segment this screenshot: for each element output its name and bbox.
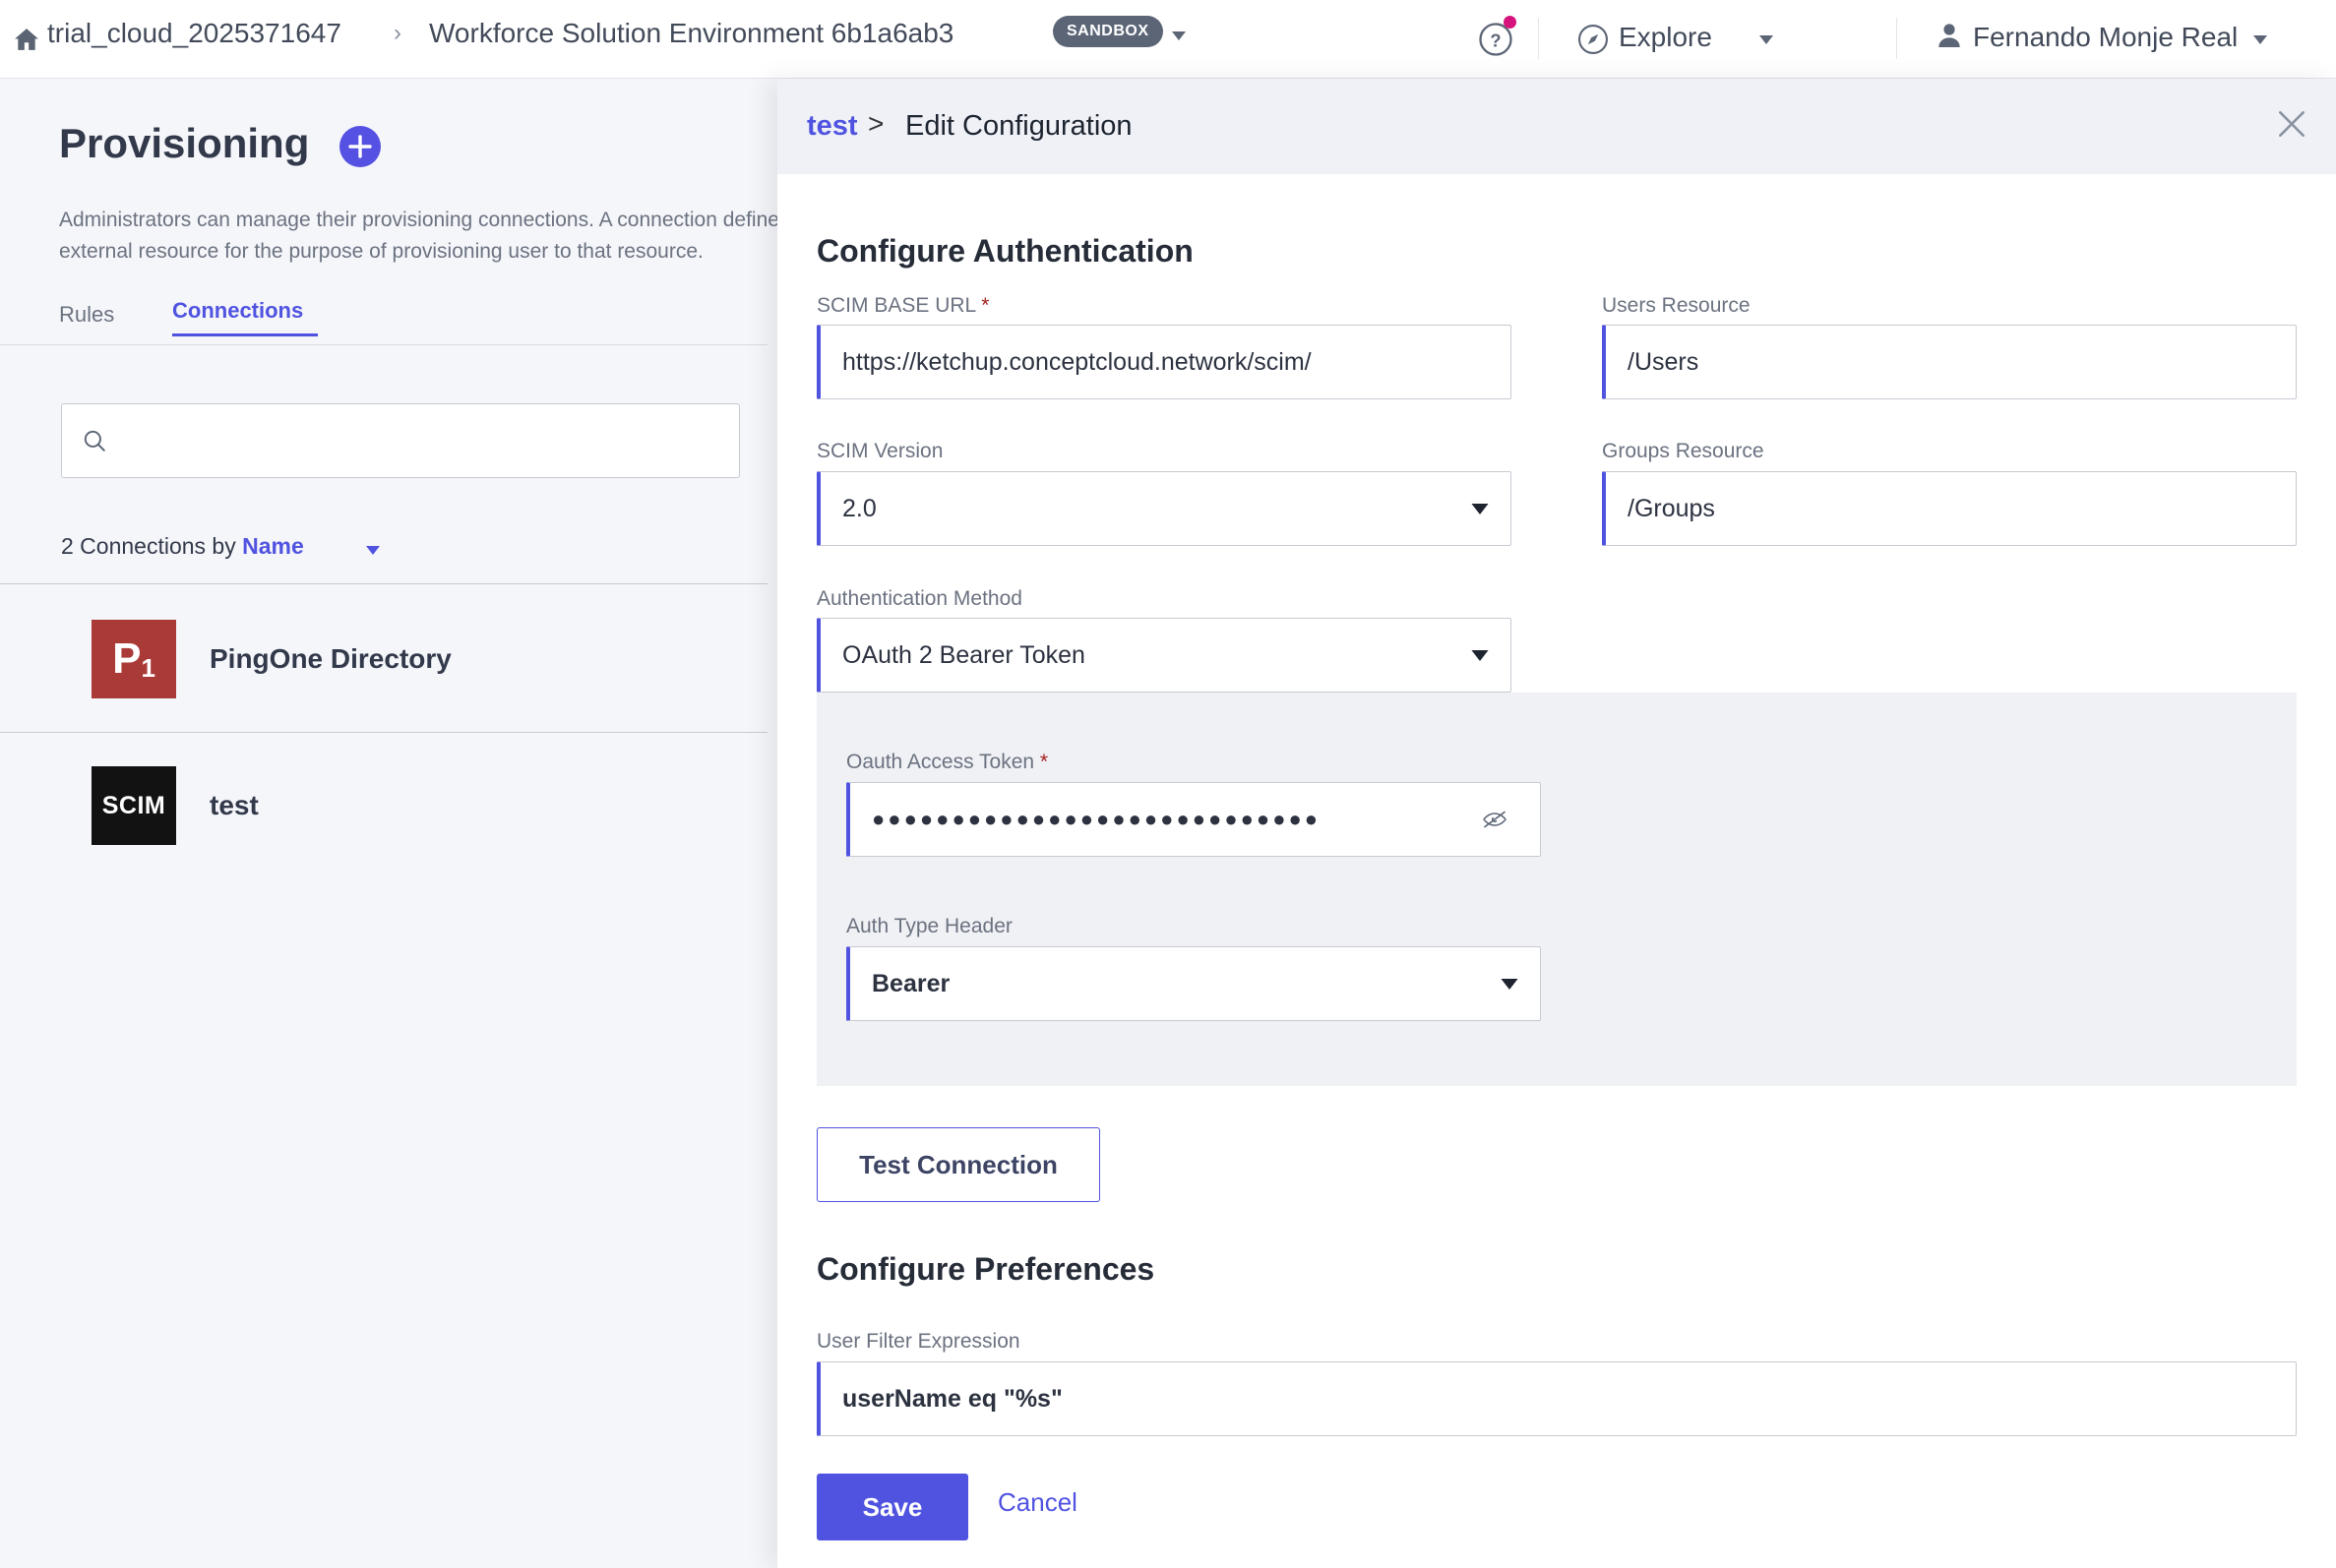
svg-text:?: ?	[1490, 30, 1501, 51]
